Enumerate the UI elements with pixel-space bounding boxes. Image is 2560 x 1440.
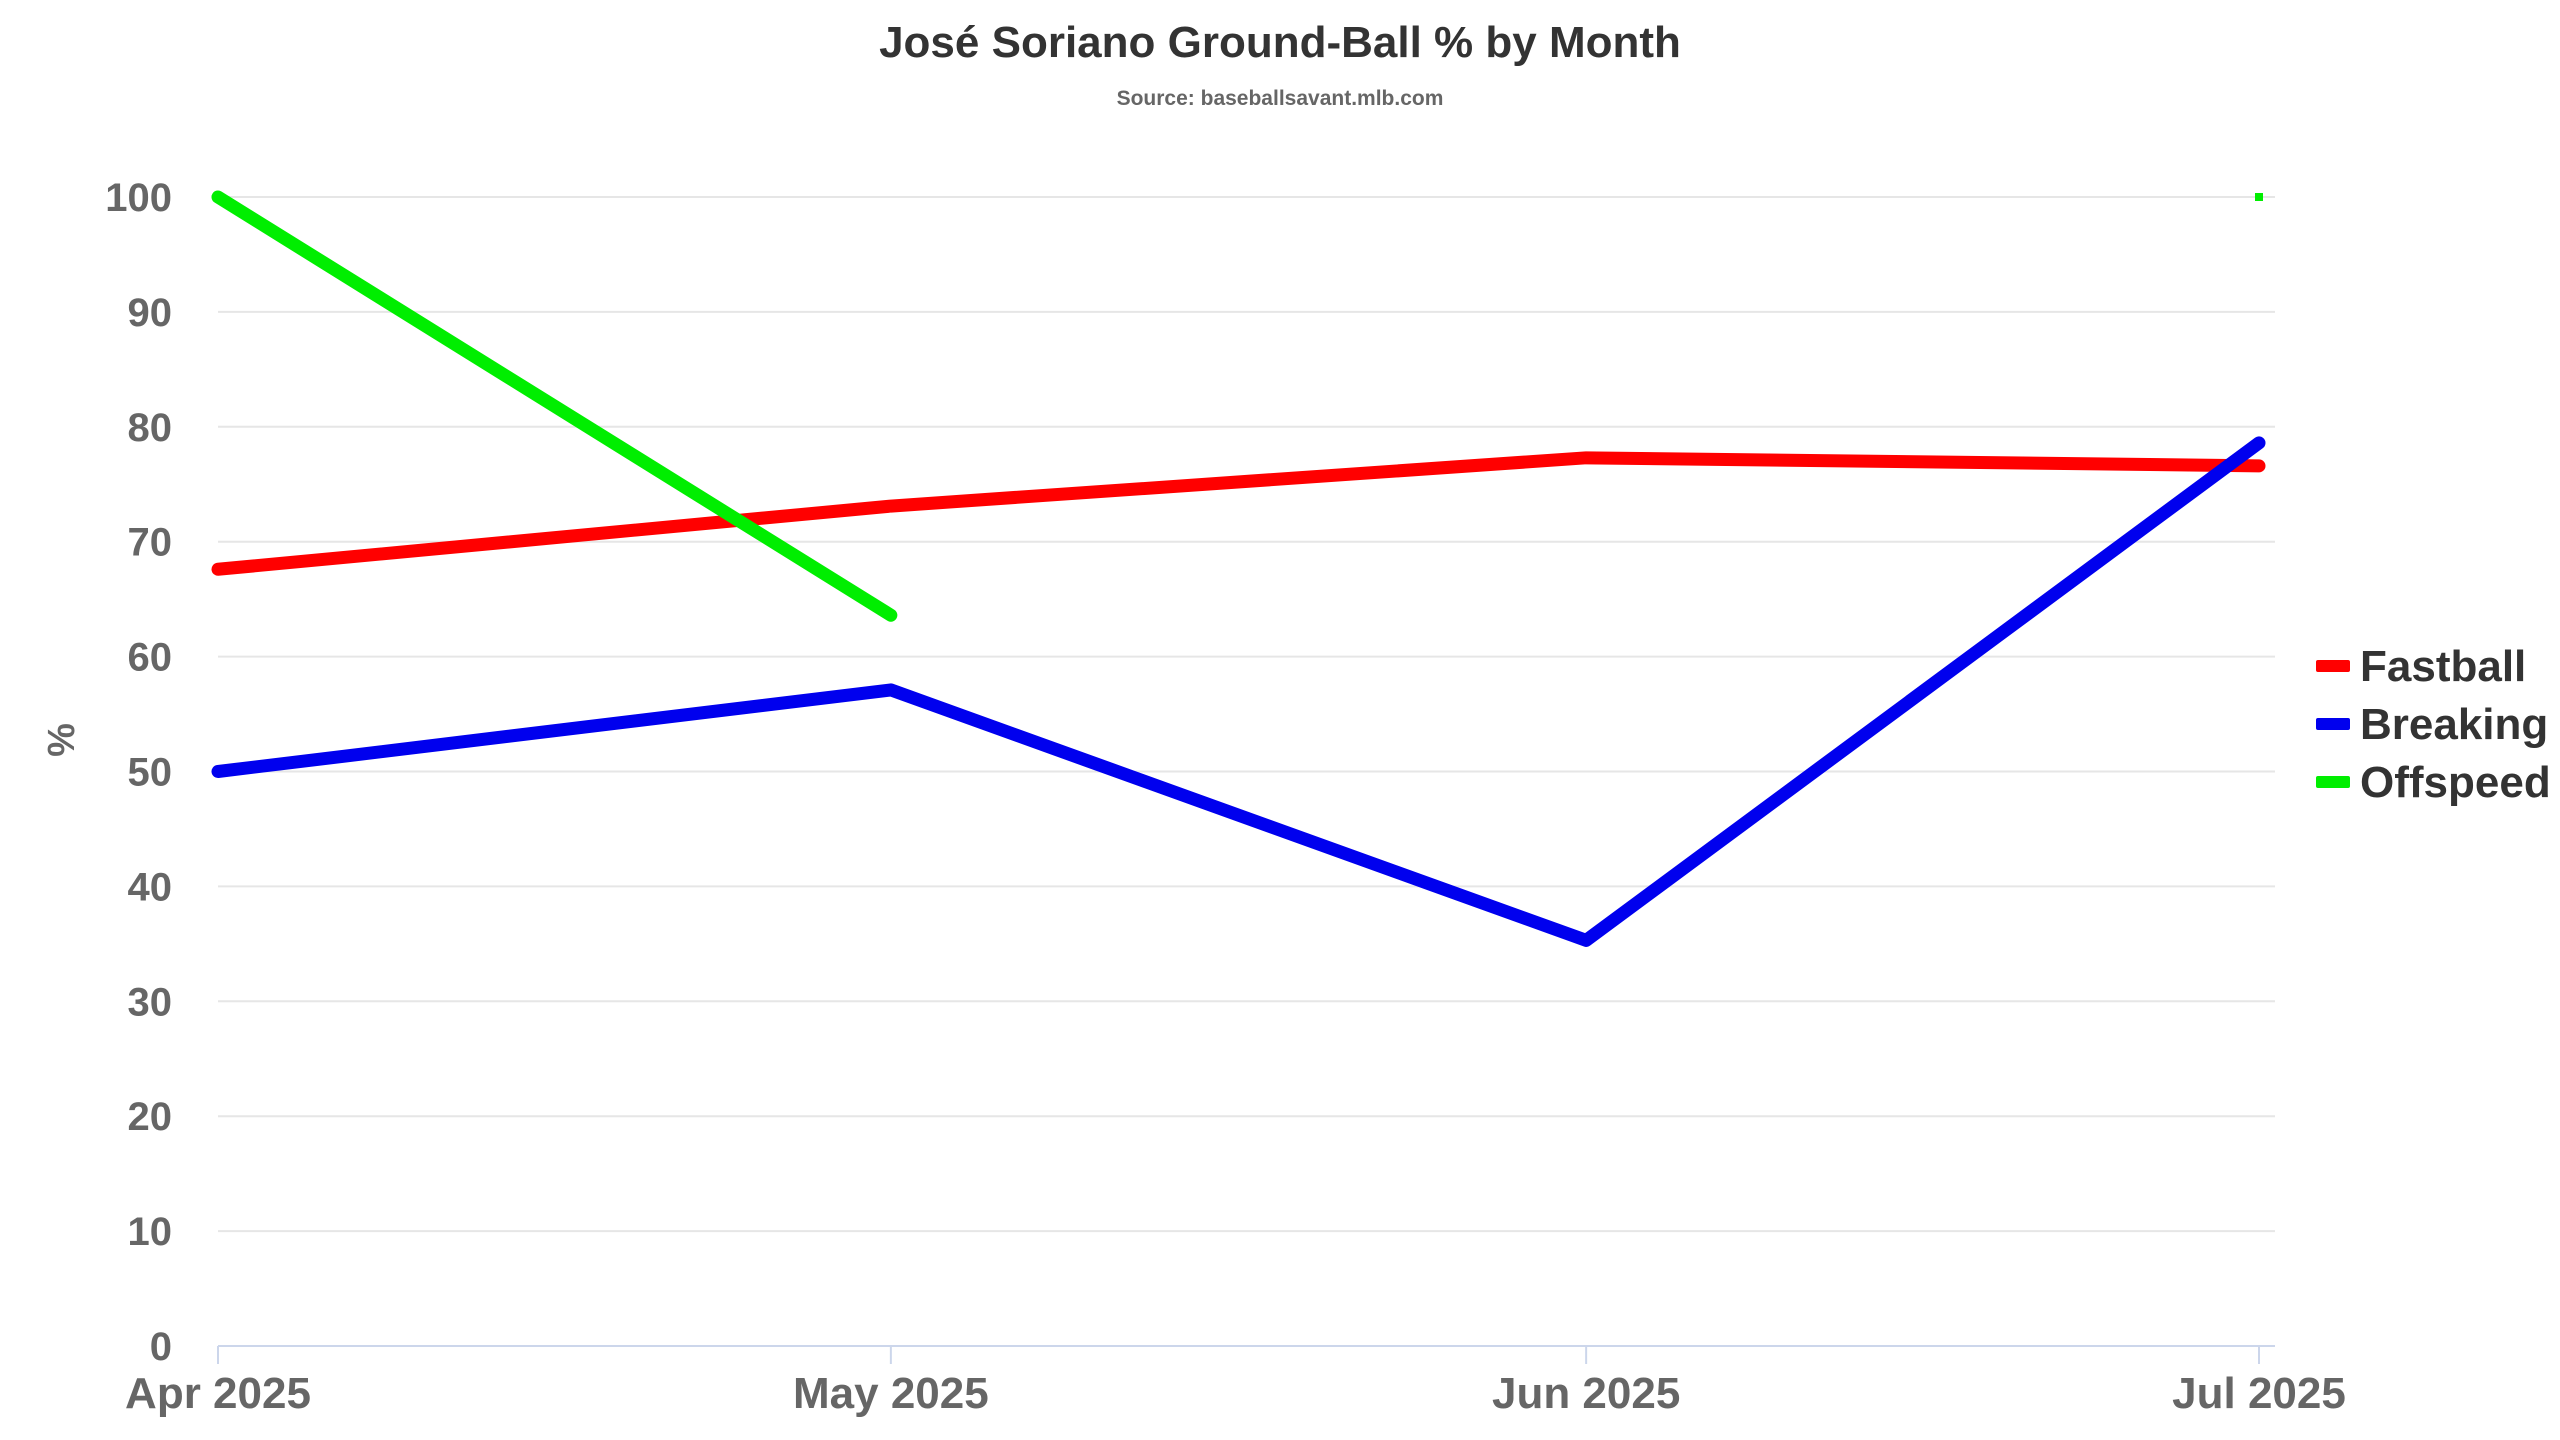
x-axis: Apr 2025 May 2025 Jun 2025 Jul 2025 [125,1345,2346,1418]
y-axis-title: % [41,723,83,757]
series-offspeed [211,190,2263,622]
x-tick-label: Apr 2025 [125,1369,311,1418]
x-tick-label: May 2025 [793,1369,989,1418]
grid [218,196,2275,1233]
legend-label: Breaking [2360,700,2548,749]
y-tick-label: 0 [150,1325,172,1369]
legend-swatch [2316,660,2350,672]
y-tick-label: 40 [128,865,173,909]
y-tick-label: 80 [128,406,173,450]
legend-item-fastball[interactable]: Fastball [2316,642,2526,691]
series-fastball [211,451,2266,576]
y-tick-label: 70 [128,521,173,565]
chart-title: José Soriano Ground-Ball % by Month [879,18,1681,67]
y-tick-label: 30 [128,980,173,1024]
series-line-fastball [211,451,2266,576]
series-breaking [211,436,2266,947]
series [211,190,2266,947]
legend-swatch [2316,776,2350,788]
series-line-breaking [211,436,2266,947]
y-tick-label: 50 [128,751,173,795]
legend-label: Fastball [2360,642,2526,691]
y-tick-label: 90 [128,291,173,335]
y-tick-label: 60 [128,636,173,680]
x-tick-label: Jun 2025 [1492,1369,1680,1418]
x-tick-label: Jul 2025 [2172,1369,2346,1418]
legend-swatch [2316,718,2350,730]
legend: Fastball Breaking Offspeed [2316,642,2551,807]
y-axis: 0 10 20 30 40 50 60 70 80 90 100 [105,176,172,1369]
series-line-offspeed [211,190,898,622]
y-tick-label: 10 [128,1210,173,1254]
y-tick-label: 100 [105,176,172,220]
legend-item-offspeed[interactable]: Offspeed [2316,758,2551,807]
legend-label: Offspeed [2360,758,2551,807]
legend-item-breaking[interactable]: Breaking [2316,700,2548,749]
chart-subtitle: Source: baseballsavant.mlb.com [1117,87,1444,110]
y-tick-label: 20 [128,1095,173,1139]
series-point-offspeed [2255,193,2263,201]
